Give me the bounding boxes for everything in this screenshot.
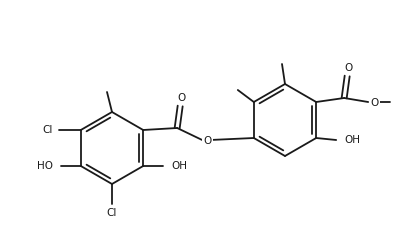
Text: O: O (369, 98, 377, 108)
Text: Cl: Cl (43, 125, 53, 135)
Text: O: O (203, 136, 211, 146)
Text: HO: HO (37, 161, 53, 171)
Text: O: O (343, 63, 351, 73)
Text: OH: OH (171, 161, 187, 171)
Text: O: O (176, 93, 185, 103)
Text: OH: OH (343, 135, 359, 145)
Text: Cl: Cl (107, 208, 117, 218)
